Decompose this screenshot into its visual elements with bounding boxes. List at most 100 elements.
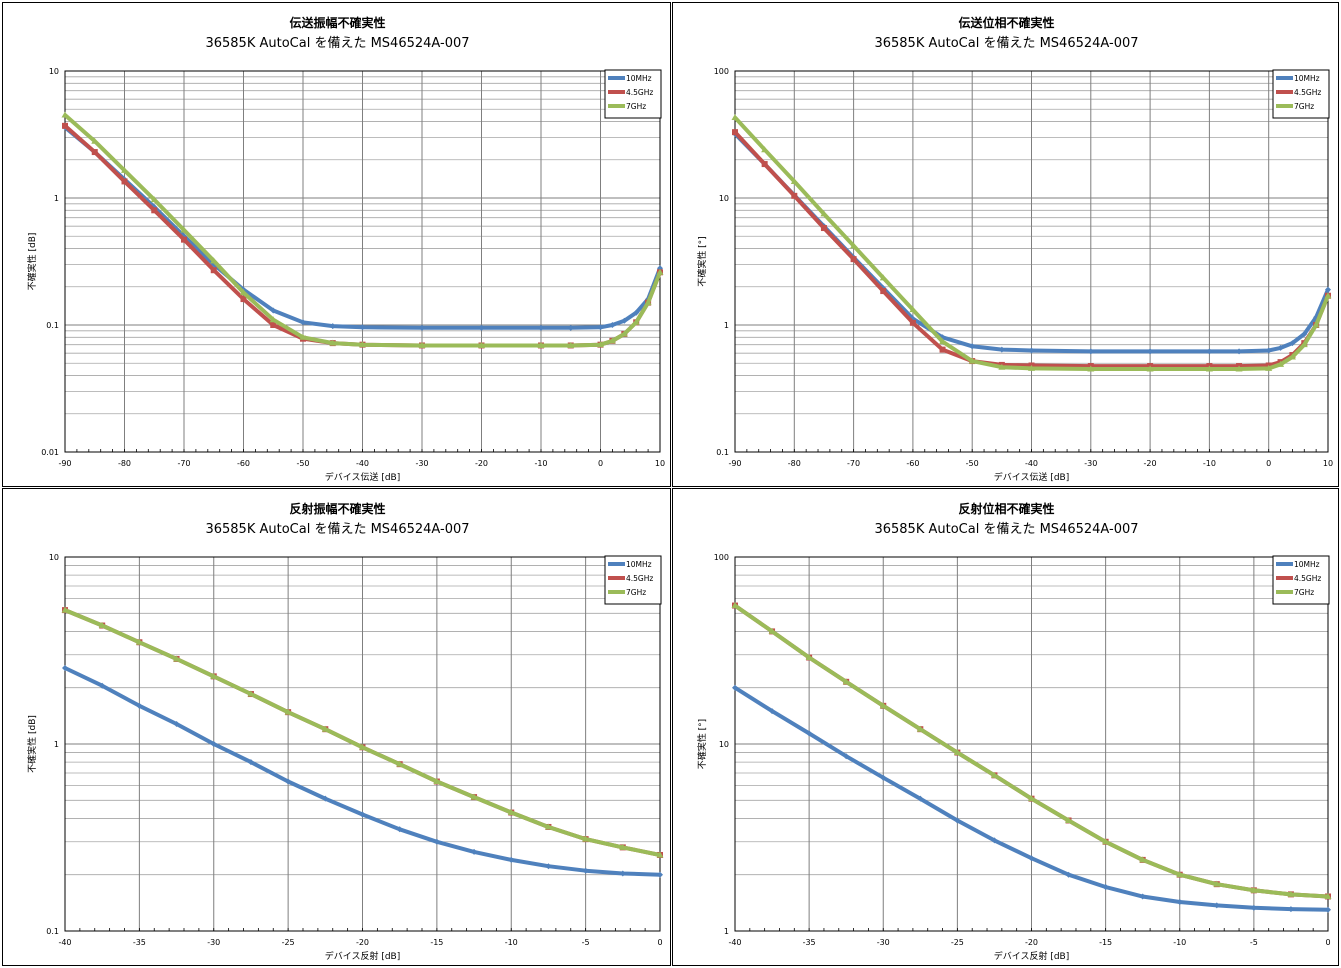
x-tick-label: 0 — [1266, 459, 1271, 468]
data-point-marker — [359, 743, 366, 750]
data-point-marker — [98, 622, 106, 629]
legend-label: 7GHz — [1294, 102, 1314, 111]
data-point-marker — [953, 749, 961, 756]
data-point-marker — [270, 307, 277, 314]
y-tick-label: 10 — [719, 194, 729, 203]
y-tick-label: 1 — [54, 194, 59, 203]
data-point-marker — [136, 702, 143, 709]
x-tick-label: -30 — [877, 938, 890, 947]
x-tick-label: -40 — [1025, 459, 1038, 468]
data-point-marker — [597, 341, 604, 348]
y-tick-label: 10 — [49, 67, 59, 76]
data-point-marker — [761, 161, 768, 168]
data-point-marker — [210, 741, 217, 747]
legend-label: 4.5GHz — [626, 574, 653, 583]
data-point-marker — [990, 771, 998, 778]
data-point-marker — [1028, 364, 1035, 371]
x-tick-label: -70 — [847, 459, 860, 468]
data-point-marker — [478, 341, 485, 348]
data-point-marker — [300, 319, 306, 326]
data-point-marker — [768, 627, 776, 634]
series-7GHz — [61, 606, 664, 858]
chart-svg: 伝送振幅不確実性 36585K AutoCal を備えた MS46524A-007… — [26, 15, 665, 483]
x-tick-label: 0 — [657, 938, 662, 947]
series-10MHz — [732, 684, 1331, 913]
data-point-marker — [1102, 883, 1109, 890]
x-tick-label: 0 — [598, 459, 603, 468]
data-point-marker — [537, 341, 545, 348]
data-point-marker — [1028, 795, 1035, 802]
x-tick-label: -50 — [296, 459, 309, 468]
data-point-marker — [329, 339, 337, 346]
data-point-marker — [62, 122, 68, 129]
data-point-marker — [1287, 906, 1294, 913]
x-tick-label: -15 — [1099, 938, 1112, 947]
data-point-marker — [1213, 880, 1221, 887]
y-axis-label: 不確実性 [dB] — [26, 715, 38, 773]
data-point-marker — [1205, 365, 1213, 372]
data-point-marker — [61, 111, 69, 118]
data-point-marker — [135, 638, 143, 645]
plot-frame — [64, 70, 661, 453]
y-axis-label: 不確実性 [°] — [696, 236, 708, 286]
data-point-marker — [359, 324, 366, 331]
data-point-marker — [1102, 838, 1110, 845]
data-point-marker — [545, 863, 552, 870]
data-point-marker — [173, 655, 181, 662]
data-point-marker — [644, 299, 652, 306]
data-point-marker — [656, 268, 664, 275]
x-tick-label: -10 — [1203, 459, 1216, 468]
data-point-marker — [1324, 892, 1332, 899]
data-point-marker — [1139, 856, 1147, 863]
data-point-marker — [880, 774, 887, 781]
data-point-marker — [1065, 871, 1072, 878]
data-point-marker — [761, 146, 769, 153]
data-point-marker — [1176, 871, 1184, 878]
y-tick-label: 1 — [724, 321, 729, 330]
data-point-marker — [544, 823, 552, 830]
data-point-marker — [567, 341, 575, 348]
data-point-marker — [284, 708, 292, 715]
x-tick-label: -20 — [1144, 459, 1157, 468]
data-point-marker — [150, 196, 158, 203]
data-point-marker — [769, 708, 776, 715]
x-tick-label: -25 — [951, 938, 964, 947]
legend-label: 4.5GHz — [1294, 88, 1321, 97]
chart-subtitle: 36585K AutoCal を備えた MS46524A-007 — [874, 35, 1138, 51]
data-point-marker — [1028, 347, 1035, 354]
y-axis-label: 不確実性 [dB] — [26, 233, 38, 291]
y-axis-label: 不確実性 [°] — [696, 719, 708, 769]
legend-label: 7GHz — [626, 588, 646, 597]
chart-svg: 反射位相不確実性 36585K AutoCal を備えた MS46524A-007… — [696, 501, 1332, 962]
data-point-marker — [806, 730, 813, 737]
y-tick-label: 0.01 — [41, 448, 59, 457]
data-point-marker — [820, 210, 828, 217]
data-point-marker — [633, 309, 640, 316]
legend: 10MHz 4.5GHz 7GHz — [1272, 555, 1330, 605]
data-point-marker — [396, 760, 404, 767]
data-point-marker — [322, 795, 329, 802]
x-tick-label: -60 — [237, 459, 250, 468]
y-tick-label: 100 — [714, 67, 729, 76]
data-point-marker — [879, 702, 887, 709]
x-tick-label: -15 — [430, 938, 443, 947]
data-point-marker — [968, 357, 976, 364]
legend: 10MHz 4.5GHz 7GHz — [1272, 69, 1330, 119]
y-tick-label: 100 — [714, 553, 729, 562]
data-point-marker — [609, 322, 616, 328]
x-tick-label: -25 — [282, 938, 295, 947]
y-tick-label: 0.1 — [716, 448, 729, 457]
x-tick-label: -30 — [1084, 459, 1097, 468]
data-point-marker — [269, 316, 277, 323]
data-point-marker — [173, 720, 180, 727]
data-point-marker — [1087, 348, 1094, 355]
x-axis-label: デバイス伝送 [dB] — [325, 471, 401, 483]
x-tick-label: -35 — [133, 938, 146, 947]
chart-svg: 伝送位相不確実性 36585K AutoCal を備えた MS46524A-007… — [696, 15, 1333, 483]
x-tick-label: -10 — [534, 459, 547, 468]
data-point-marker — [1087, 365, 1095, 372]
data-point-marker — [1250, 886, 1258, 893]
data-point-marker — [1213, 902, 1220, 909]
x-tick-label: -10 — [505, 938, 518, 947]
chart-panel-transmission-magnitude: 伝送振幅不確実性 36585K AutoCal を備えた MS46524A-007… — [2, 2, 671, 487]
